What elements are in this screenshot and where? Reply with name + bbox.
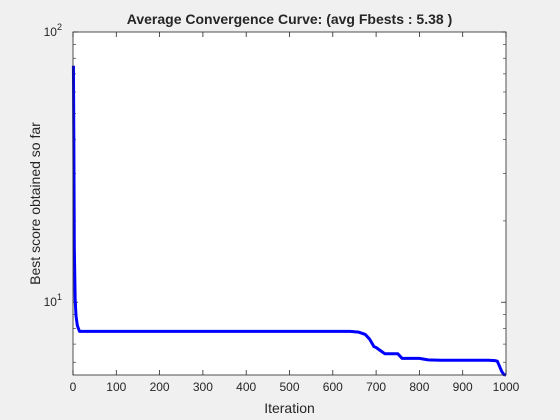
x-tick-label: 500 — [279, 380, 299, 394]
plot-area — [73, 32, 506, 375]
chart-title: Average Convergence Curve: (avg Fbests :… — [127, 11, 453, 27]
x-tick-label: 1000 — [493, 380, 520, 394]
y-tick-label: 102 — [44, 22, 62, 39]
x-axis-label: Iteration — [264, 400, 315, 416]
x-tick-label: 900 — [453, 380, 473, 394]
convergence-line-0 — [71, 65, 507, 377]
series-group — [71, 65, 507, 377]
x-tick-label: 100 — [106, 380, 126, 394]
y-tick-label: 101 — [44, 292, 62, 309]
y-axis-label: Best score obtained so far — [27, 122, 43, 285]
x-tick-label: 0 — [70, 380, 77, 394]
x-tick-label: 800 — [409, 380, 429, 394]
x-tick-label: 400 — [236, 380, 256, 394]
x-tick-label: 600 — [323, 380, 343, 394]
x-tick-label: 300 — [193, 380, 213, 394]
axes-box — [72, 31, 507, 376]
x-tick-label: 200 — [150, 380, 170, 394]
tick-group: 0 100 200 300 400 500 600 700 800 900 1000 102 101 — [44, 22, 520, 394]
x-tick-label: 700 — [366, 380, 386, 394]
